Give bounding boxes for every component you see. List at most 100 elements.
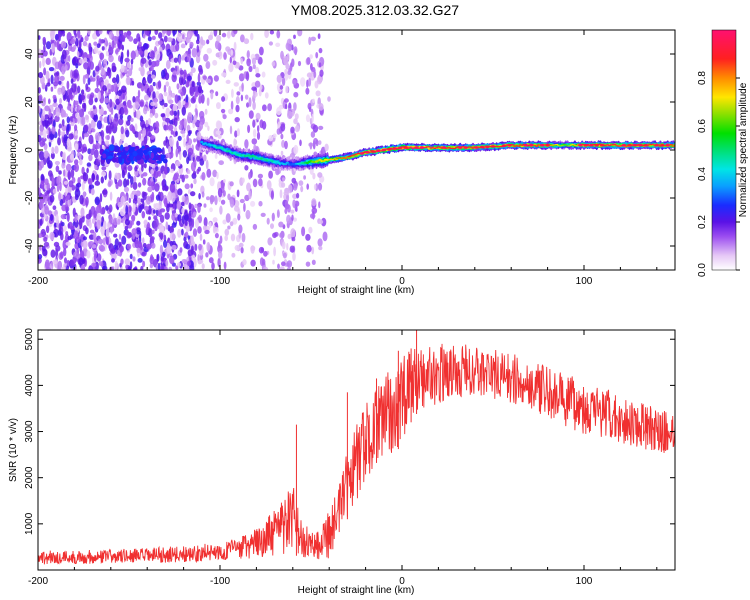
spectrogram-noise-cell xyxy=(148,59,152,66)
spectrogram-noise-cell xyxy=(173,57,178,63)
spectrogram-noise-cell xyxy=(308,36,312,46)
spectrogram-noise-cell xyxy=(175,130,178,137)
spectrogram-noise-cell xyxy=(195,54,201,64)
spectrogram-noise-cell xyxy=(100,226,105,237)
spectrogram-noise-cell xyxy=(78,58,85,64)
spectrogram-noise-cell xyxy=(95,142,101,150)
spectrogram-noise-cell xyxy=(154,203,160,211)
spectrogram-noise-cell xyxy=(168,266,172,270)
spectrogram-x-ticks: -200 -100 0 100 xyxy=(28,30,658,287)
spectrogram-ridge-cell xyxy=(555,143,559,146)
spectrogram-noise-cell xyxy=(287,184,293,194)
spectrogram-noise-cell xyxy=(159,244,163,255)
spectrogram-noise-cell xyxy=(201,79,206,85)
spectrogram-noise-cell xyxy=(93,253,97,262)
spectrogram-noise-cell xyxy=(327,96,331,102)
spectrogram-noise-cell xyxy=(121,169,125,179)
spectrogram-noise-cell xyxy=(143,106,148,115)
spectrogram-peak-cell xyxy=(458,146,463,149)
spectrogram-noise-cell xyxy=(38,35,41,40)
spectrogram-noise-cell xyxy=(208,257,214,264)
spectrogram-noise-cell xyxy=(197,73,201,83)
spectrogram-noise-cell xyxy=(43,44,46,53)
spectrogram-noise-cell xyxy=(87,59,91,69)
spectrogram-ridge-cell xyxy=(233,151,237,155)
spectrogram-noise-cell xyxy=(180,129,186,135)
spectrogram-ridge-cell xyxy=(435,147,439,149)
spectrogram-noise-cell xyxy=(289,245,295,253)
spectrogram-noise-cell xyxy=(250,32,254,41)
spectrogram-noise-cell xyxy=(306,183,310,190)
spectrogram-noise-cell xyxy=(245,71,250,82)
spectrogram-signal-cell xyxy=(118,156,123,164)
y-tick-label: 0 xyxy=(24,147,35,153)
spectrogram-noise-cell xyxy=(47,115,53,125)
spectrogram-noise-cell xyxy=(60,222,65,227)
spectrogram-noise-cell xyxy=(115,74,120,84)
spectrogram-noise-cell xyxy=(100,176,105,184)
spectrogram-noise-cell xyxy=(44,259,50,270)
spectrogram-noise-cell xyxy=(252,223,258,230)
spectrogram-noise-cell xyxy=(240,94,244,102)
spectrogram-noise-cell xyxy=(105,50,109,57)
spectrogram-noise-cell xyxy=(140,265,144,270)
spectrogram-noise-cell xyxy=(141,133,145,138)
spectrogram-noise-cell xyxy=(315,52,319,59)
spectrogram-noise-cell xyxy=(151,35,156,41)
spectrogram-noise-cell xyxy=(42,248,48,257)
spectrogram-noise-cell xyxy=(296,192,300,199)
spectrogram-noise-cell xyxy=(263,250,268,257)
spectrogram-noise-cell xyxy=(143,79,147,84)
spectrogram-noise-cell xyxy=(232,60,237,66)
spectrogram-noise-cell xyxy=(63,134,68,144)
spectrogram-noise-cell xyxy=(100,136,104,144)
spectrogram-noise-cell xyxy=(277,263,280,270)
spectrogram-peak-cell xyxy=(600,143,605,147)
spectrogram-noise-cell xyxy=(81,116,86,126)
spectrogram-noise-cell xyxy=(235,96,240,105)
spectrogram-noise-cell xyxy=(143,206,150,211)
spectrogram-noise-cell xyxy=(94,132,101,142)
spectrogram-noise-cell xyxy=(118,118,124,126)
spectrogram-noise-cell xyxy=(66,194,70,200)
spectrogram-noise-cell xyxy=(50,86,54,92)
spectrogram-noise-cell xyxy=(220,199,226,205)
spectrogram-noise-cell xyxy=(108,113,112,123)
spectrogram-signal-cell xyxy=(113,153,117,158)
spectrogram-noise-cell xyxy=(192,170,197,176)
spectrogram-ridge-cell xyxy=(342,157,346,159)
spectrogram-noise-cell xyxy=(141,46,146,52)
spectrogram-noise-cell xyxy=(187,53,192,63)
spectrogram-noise-cell xyxy=(96,212,101,222)
spectrogram-noise-cell xyxy=(123,186,130,193)
spectrogram-noise-cell xyxy=(203,203,207,208)
y-tick-label: 40 xyxy=(24,48,35,60)
spectrogram-ridge-cell xyxy=(469,146,473,148)
spectrogram-noise-cell xyxy=(281,139,286,148)
spectrogram-ridge-cell xyxy=(334,158,339,160)
spectrogram-noise-cell xyxy=(166,245,172,254)
spectrogram-noise-cell xyxy=(176,140,179,150)
spectrogram-noise-cell xyxy=(126,49,130,58)
spectrogram-noise-cell xyxy=(79,194,84,205)
spectrogram-noise-cell xyxy=(163,35,168,43)
spectrogram-noise-cell xyxy=(43,150,49,159)
spectrogram-noise-cell xyxy=(159,214,165,223)
spectrogram-noise-cell xyxy=(170,129,174,135)
spectrogram-noise-cell xyxy=(131,228,137,236)
spectrogram-noise-cell xyxy=(177,188,183,196)
spectrogram-noise-cell xyxy=(273,246,276,257)
spectrogram-noise-cell xyxy=(317,172,323,178)
spectrogram-ridge-cell xyxy=(567,145,572,147)
spectrogram-noise-cell xyxy=(179,120,185,126)
y-tick-label: 1000 xyxy=(24,512,35,535)
spectrogram-noise-cell xyxy=(244,139,249,149)
spectrogram-noise-cell xyxy=(251,138,258,145)
spectrogram-noise-cell xyxy=(75,253,81,259)
spectrogram-noise-cell xyxy=(67,170,71,180)
spectrogram-noise-cell xyxy=(48,108,52,119)
spectrogram-noise-cell xyxy=(103,110,107,115)
spectrogram-noise-cell xyxy=(74,194,79,201)
spectrogram-noise-cell xyxy=(297,30,303,37)
spectrogram-noise-cell xyxy=(114,172,119,180)
